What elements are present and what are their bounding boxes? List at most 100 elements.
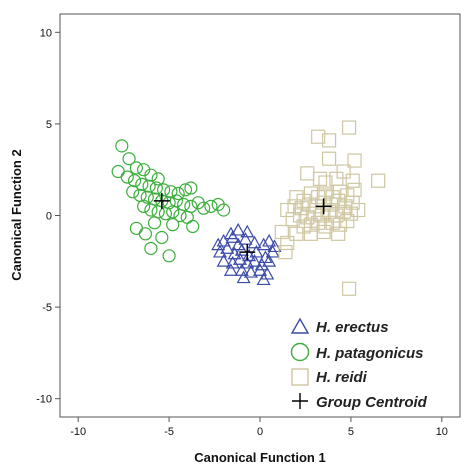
data-point-square — [292, 208, 308, 223]
data-point-square — [331, 226, 346, 241]
centroid-marker — [315, 198, 332, 215]
data-point-circle — [144, 168, 158, 182]
data-point-square — [345, 173, 360, 188]
data-point-circle — [157, 183, 171, 197]
data-point-square — [321, 133, 337, 148]
data-point-triangle — [260, 266, 275, 280]
data-point-square — [351, 202, 366, 218]
data-point-circle — [149, 181, 163, 195]
data-point-triangle — [262, 233, 277, 247]
data-point-square — [318, 219, 333, 234]
data-point-circle — [186, 219, 200, 234]
data-point-triangle — [256, 272, 271, 286]
data-point-triangle — [238, 232, 253, 245]
legend-circle-marker — [290, 342, 310, 362]
x-tick-label: 5 — [348, 426, 354, 438]
data-point-square — [311, 129, 326, 144]
data-point-triangle — [232, 252, 248, 265]
data-point-triangle — [234, 243, 249, 256]
data-point-square — [312, 171, 328, 186]
data-point-circle — [129, 161, 143, 175]
axis-ticks: -10 -5 0 5 10 10 5 0 -5 -10 — [36, 27, 448, 438]
legend: H. erectus H. patagonicus H. reidi Group… — [290, 317, 428, 411]
data-point-triangle — [247, 254, 262, 267]
legend-item-erectus: H. erectus — [290, 317, 389, 336]
data-point-square — [289, 226, 304, 241]
data-point-square — [325, 215, 340, 230]
data-point-triangle — [211, 237, 226, 251]
legend-label-erectus: H. erectus — [316, 319, 389, 336]
data-point-circle — [140, 190, 154, 204]
data-point-circle — [144, 203, 158, 217]
data-point-circle — [135, 177, 149, 191]
data-point-circle — [171, 186, 185, 201]
data-point-triangle — [223, 226, 238, 240]
data-point-triangle — [262, 254, 277, 267]
data-point-square — [371, 173, 386, 188]
legend-item-reidi: H. reidi — [291, 368, 368, 386]
data-point-square — [340, 188, 355, 203]
data-point-triangle — [252, 263, 268, 276]
data-point-circle — [151, 172, 165, 186]
centroid-marker — [239, 244, 256, 261]
data-point-triangle — [243, 265, 258, 278]
x-tick-label: -5 — [164, 426, 174, 438]
data-point-square — [336, 164, 351, 179]
data-point-triangle — [220, 241, 235, 254]
data-point-triangle — [216, 233, 231, 247]
data-point-square — [331, 193, 346, 208]
data-point-circle — [184, 181, 198, 195]
data-point-square — [280, 235, 295, 251]
data-point-circle — [158, 207, 173, 221]
x-tick-label: -10 — [70, 426, 86, 438]
legend-item-centroid: Group Centroid — [292, 393, 428, 411]
x-tick-label: 0 — [257, 426, 263, 438]
data-point-square — [341, 281, 357, 296]
data-point-square — [345, 195, 360, 210]
legend-square-marker — [291, 368, 309, 386]
legend-label-reidi: H. reidi — [316, 369, 368, 386]
legend-item-patagonicus: H. patagonicus — [290, 342, 424, 362]
legend-cross-marker — [292, 393, 308, 409]
data-point-circle — [178, 183, 193, 197]
data-point-square — [321, 204, 337, 219]
x-axis-label: Canonical Function 1 — [194, 450, 325, 465]
data-point-circle — [137, 199, 151, 213]
data-point-circle — [197, 201, 211, 215]
y-tick-label: 0 — [46, 211, 52, 223]
data-point-square — [316, 224, 331, 240]
data-point-square — [311, 190, 326, 205]
data-point-square — [314, 208, 329, 223]
x-tick-label: 10 — [436, 426, 448, 438]
data-point-square — [323, 197, 339, 212]
data-point-circle — [138, 227, 153, 241]
data-point-square — [300, 210, 315, 225]
data-point-square — [329, 171, 344, 186]
y-axis-label: Canonical Function 2 — [9, 149, 24, 280]
data-points — [111, 120, 386, 296]
data-point-triangle — [236, 270, 251, 284]
data-point-square — [307, 206, 322, 221]
data-point-square — [311, 215, 326, 230]
data-point-square — [303, 217, 319, 232]
data-point-square — [285, 212, 300, 227]
legend-triangle-marker — [290, 317, 310, 334]
data-point-square — [318, 175, 333, 190]
data-point-square — [289, 190, 304, 205]
data-point-circle — [142, 179, 156, 193]
data-point-square — [325, 190, 340, 205]
data-point-square — [343, 206, 359, 221]
data-point-circle — [173, 208, 187, 223]
legend-label-centroid: Group Centroid — [316, 394, 428, 411]
data-point-circle — [162, 249, 176, 263]
data-point-triangle — [227, 246, 242, 260]
y-tick-label: 5 — [46, 119, 52, 131]
data-point-circle — [122, 152, 136, 166]
data-point-square — [274, 224, 289, 240]
data-point-square — [341, 120, 357, 135]
centroid-marker — [153, 192, 170, 209]
data-point-circle — [120, 170, 134, 184]
data-point-triangle — [231, 222, 246, 236]
centroid-markers — [153, 192, 332, 261]
